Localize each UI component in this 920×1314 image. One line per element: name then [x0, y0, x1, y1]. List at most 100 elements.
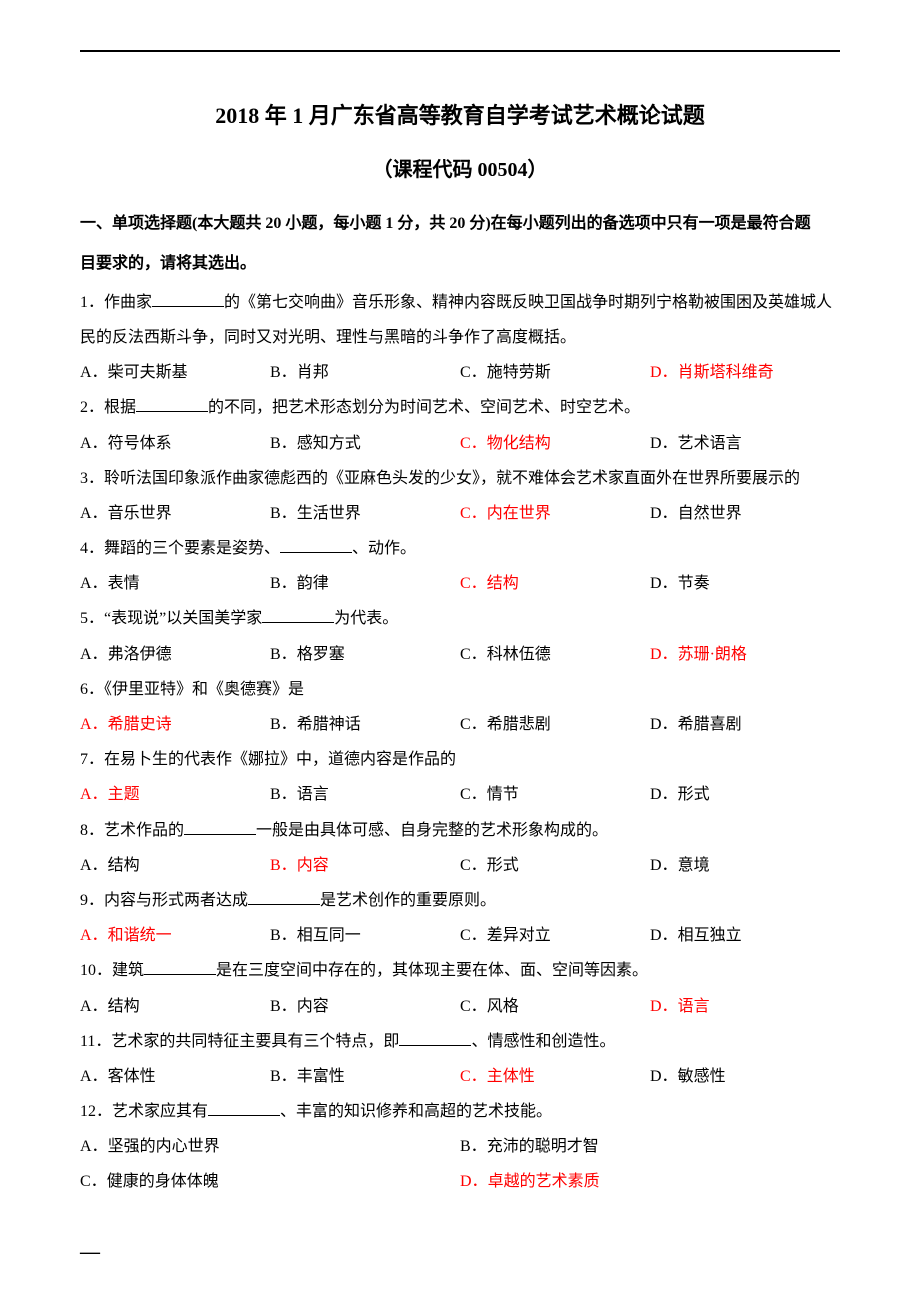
question-number: 10． — [80, 962, 112, 979]
option-text: 客体性 — [108, 1068, 156, 1085]
option: B．感知方式 — [270, 426, 460, 461]
option-text: 结构 — [487, 575, 519, 592]
option-key: C． — [460, 857, 487, 874]
option-key: A． — [80, 998, 108, 1015]
option-key: B． — [270, 435, 297, 452]
option-text: 肖斯塔科维奇 — [678, 364, 774, 381]
fill-blank — [136, 396, 208, 412]
question-stem-post: 为代表。 — [334, 610, 398, 627]
fill-blank — [262, 607, 334, 623]
option-key: D． — [650, 505, 678, 522]
option-text: 内在世界 — [487, 505, 551, 522]
option-text: 科林伍德 — [487, 646, 551, 663]
options-row: A．和谐统一B．相互同一C．差异对立D．相互独立 — [80, 918, 840, 953]
option: A．结构 — [80, 848, 270, 883]
question-number: 5． — [80, 610, 104, 627]
option-text: 内容 — [297, 998, 329, 1015]
option: C．结构 — [460, 566, 650, 601]
option: D．肖斯塔科维奇 — [650, 355, 840, 390]
option: D．自然世界 — [650, 496, 840, 531]
option-text: 内容 — [297, 857, 329, 874]
question-stem: 10．建筑是在三度空间中存在的，其体现主要在体、面、空间等因素。 — [80, 953, 840, 988]
option: A．希腊史诗 — [80, 707, 270, 742]
option: D．艺术语言 — [650, 426, 840, 461]
option-text: 音乐世界 — [108, 505, 172, 522]
question-stem-pre: 《伊里亚特》和《奥德赛》是 — [104, 681, 304, 698]
question-stem-pre: 内容与形式两者达成 — [104, 892, 248, 909]
option-key: A． — [80, 575, 108, 592]
option-key: C． — [80, 1173, 107, 1190]
option-key: A． — [80, 505, 108, 522]
option-text: 肖邦 — [297, 364, 329, 381]
option: B．内容 — [270, 989, 460, 1024]
question-number: 8． — [80, 822, 104, 839]
course-code: （课程代码 00504） — [80, 148, 840, 192]
question-number: 12． — [80, 1103, 112, 1120]
option-text: 卓越的艺术素质 — [488, 1173, 600, 1190]
option: C．健康的身体体魄 — [80, 1164, 460, 1199]
question-number: 7． — [80, 751, 104, 768]
option-text: 相互独立 — [678, 927, 742, 944]
question-number: 11． — [80, 1033, 111, 1050]
option-key: C． — [460, 927, 487, 944]
fill-blank — [208, 1100, 280, 1116]
option-text: 坚强的内心世界 — [108, 1138, 220, 1155]
option-text: 相互同一 — [297, 927, 361, 944]
question-number: 9． — [80, 892, 104, 909]
options-row: A．结构B．内容 C．形式 D．意境 — [80, 848, 840, 883]
option-text: 敏感性 — [678, 1068, 726, 1085]
question-stem-post: 、动作。 — [352, 540, 416, 557]
option-text: 情节 — [487, 786, 519, 803]
option-key: C． — [460, 1068, 487, 1085]
option-text: 希腊史诗 — [108, 716, 172, 733]
option-key: C． — [460, 716, 487, 733]
question-stem: 7．在易卜生的代表作《娜拉》中，道德内容是作品的 — [80, 742, 840, 777]
option-key: C． — [460, 364, 487, 381]
option-key: D． — [650, 646, 678, 663]
option-key: A． — [80, 435, 108, 452]
option: D．苏珊·朗格 — [650, 637, 840, 672]
option-key: C． — [460, 786, 487, 803]
question-number: 2． — [80, 399, 104, 416]
fill-blank — [152, 291, 224, 307]
option-key: B． — [270, 786, 297, 803]
option: A．和谐统一 — [80, 918, 270, 953]
option: A．音乐世界 — [80, 496, 270, 531]
option-text: 丰富性 — [297, 1068, 345, 1085]
option-key: A． — [80, 857, 108, 874]
top-horizontal-rule — [80, 50, 840, 52]
question-number: 1． — [80, 294, 104, 311]
option: D．卓越的艺术素质 — [460, 1164, 840, 1199]
option: D．意境 — [650, 848, 840, 883]
question-stem-pre: 建筑 — [112, 962, 144, 979]
option-text: 形式 — [678, 786, 710, 803]
options-row: A．结构B．内容C．风格D．语言 — [80, 989, 840, 1024]
option-text: 形式 — [487, 857, 519, 874]
question-number: 3． — [80, 470, 104, 487]
option-text: 自然世界 — [678, 505, 742, 522]
option: D．敏感性 — [650, 1059, 840, 1094]
option: A．表情 — [80, 566, 270, 601]
option-key: D． — [650, 927, 678, 944]
fill-blank — [280, 537, 352, 553]
question-stem-pre: 艺术家应其有 — [112, 1103, 208, 1120]
option-text: 符号体系 — [108, 435, 172, 452]
question-stem: 8．艺术作品的一般是由具体可感、自身完整的艺术形象构成的。 — [80, 813, 840, 848]
option-key: D． — [460, 1173, 488, 1190]
option: B．语言 — [270, 777, 460, 812]
question-stem: 4．舞蹈的三个要素是姿势、、动作。 — [80, 531, 840, 566]
option-text: 语言 — [678, 998, 710, 1015]
option-text: 艺术语言 — [678, 435, 742, 452]
options-row: A．希腊史诗B．希腊神话C．希腊悲剧D．希腊喜剧 — [80, 707, 840, 742]
question-stem-pre: 在易卜生的代表作《娜拉》中，道德内容是作品的 — [104, 751, 456, 768]
option: B．希腊神话 — [270, 707, 460, 742]
option-text: 主体性 — [487, 1068, 535, 1085]
option-key: D． — [650, 716, 678, 733]
option: B．格罗塞 — [270, 637, 460, 672]
option-text: 语言 — [297, 786, 329, 803]
option: B．丰富性 — [270, 1059, 460, 1094]
option: A．坚强的内心世界 — [80, 1129, 460, 1164]
option-key: A． — [80, 927, 108, 944]
option-key: B． — [270, 857, 297, 874]
options-row: A．音乐世界B．生活世界C．内在世界D．自然世界 — [80, 496, 840, 531]
